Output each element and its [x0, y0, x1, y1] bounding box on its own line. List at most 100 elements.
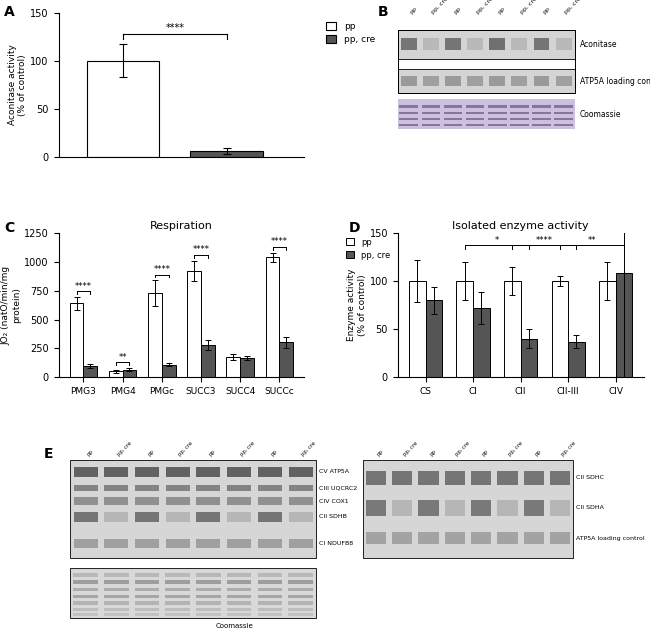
Bar: [104, 609, 129, 611]
Bar: [166, 485, 190, 491]
Bar: [227, 580, 252, 584]
Bar: [504, 281, 521, 377]
Bar: [166, 512, 190, 522]
Bar: [196, 539, 220, 548]
Bar: [288, 580, 313, 584]
Text: ****: ****: [192, 246, 209, 254]
Bar: [512, 76, 527, 86]
Bar: [473, 308, 489, 377]
Bar: [466, 118, 484, 121]
Bar: [227, 614, 252, 616]
Bar: [467, 76, 483, 86]
Bar: [257, 609, 282, 611]
Bar: [550, 500, 571, 516]
Bar: [73, 539, 98, 548]
Bar: [512, 38, 527, 50]
Bar: [70, 568, 316, 619]
Bar: [109, 372, 123, 377]
Bar: [523, 500, 544, 516]
Bar: [534, 38, 549, 50]
Text: ****: ****: [75, 282, 92, 291]
Text: pp: pp: [86, 448, 94, 457]
Text: pp, cre: pp, cre: [564, 0, 582, 16]
Bar: [466, 124, 484, 126]
Bar: [400, 112, 418, 114]
Bar: [240, 358, 254, 377]
Text: ****: ****: [271, 237, 288, 246]
Text: pp, cre: pp, cre: [519, 0, 538, 16]
Text: Coomassie
loading control: Coomassie loading control: [208, 624, 260, 628]
Bar: [551, 281, 568, 377]
Bar: [135, 588, 159, 591]
Text: CIII UQCRC2: CIII UQCRC2: [319, 485, 357, 490]
Bar: [445, 38, 461, 50]
Bar: [258, 485, 282, 491]
Bar: [165, 580, 190, 584]
Text: B: B: [378, 6, 389, 19]
Bar: [196, 580, 221, 584]
Bar: [165, 588, 190, 591]
Bar: [554, 106, 573, 107]
Bar: [289, 485, 313, 491]
Title: Respiration: Respiration: [150, 221, 213, 231]
Bar: [466, 106, 484, 107]
Text: pp, cre: pp, cre: [300, 440, 317, 457]
Bar: [521, 338, 538, 377]
Text: pp: pp: [376, 448, 384, 457]
Text: D: D: [348, 222, 360, 236]
Text: CII SDHC: CII SDHC: [577, 475, 604, 480]
Bar: [418, 471, 439, 485]
Bar: [73, 485, 98, 491]
Bar: [73, 588, 98, 591]
Bar: [422, 124, 440, 126]
Legend: pp, pp, cre: pp, pp, cre: [343, 234, 393, 263]
Bar: [227, 601, 252, 605]
Bar: [190, 151, 263, 157]
Text: C: C: [5, 222, 15, 236]
Bar: [280, 342, 293, 377]
Bar: [288, 588, 313, 591]
Bar: [488, 106, 506, 107]
Bar: [73, 573, 98, 577]
Bar: [401, 38, 417, 50]
Bar: [165, 609, 190, 611]
Text: pp: pp: [209, 448, 216, 457]
Bar: [104, 497, 128, 505]
Y-axis label: Aconitase activity
(% of control): Aconitase activity (% of control): [8, 44, 27, 125]
Bar: [87, 61, 159, 157]
Bar: [422, 106, 440, 107]
Bar: [165, 595, 190, 598]
Bar: [444, 112, 462, 114]
Text: *: *: [495, 236, 499, 245]
Bar: [550, 533, 571, 544]
Bar: [73, 467, 98, 477]
Bar: [398, 99, 575, 129]
Bar: [398, 30, 575, 94]
Bar: [258, 467, 282, 477]
Bar: [73, 580, 98, 584]
Text: CIV COX1: CIV COX1: [319, 499, 348, 504]
Bar: [392, 471, 413, 485]
Bar: [196, 512, 220, 522]
Bar: [196, 614, 221, 616]
Bar: [104, 467, 128, 477]
Bar: [422, 118, 440, 121]
Text: ****: ****: [536, 236, 553, 245]
Bar: [365, 500, 386, 516]
Bar: [166, 467, 190, 477]
Bar: [227, 485, 251, 491]
Bar: [532, 112, 551, 114]
Bar: [70, 460, 316, 558]
Text: pp, cre: pp, cre: [475, 0, 494, 16]
Bar: [466, 112, 484, 114]
Text: pp: pp: [409, 6, 418, 16]
Bar: [289, 539, 313, 548]
Bar: [227, 573, 252, 577]
Bar: [135, 601, 159, 605]
Bar: [73, 601, 98, 605]
Bar: [73, 614, 98, 616]
Bar: [471, 471, 491, 485]
Bar: [444, 124, 462, 126]
Bar: [257, 595, 282, 598]
Bar: [104, 539, 128, 548]
